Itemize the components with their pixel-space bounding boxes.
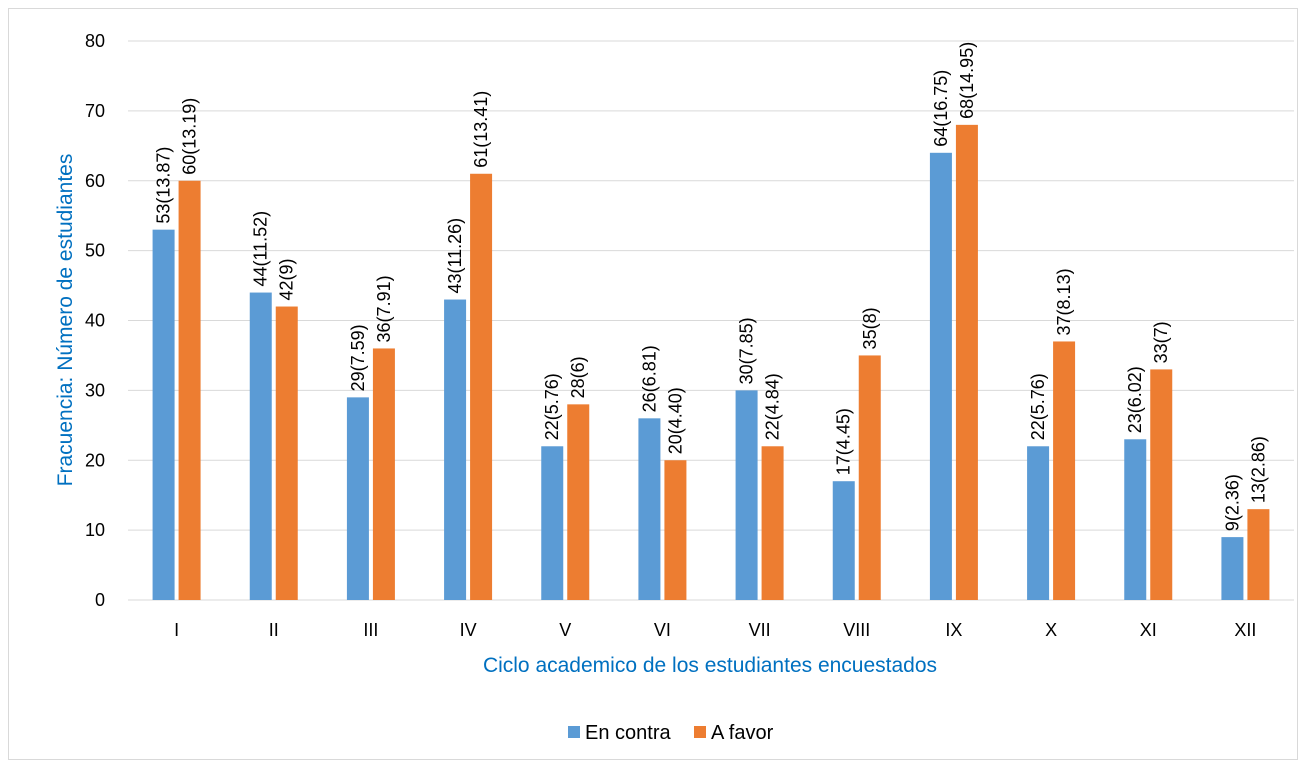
data-label-a-favor-VII: 22(4.84) — [763, 373, 783, 440]
data-label-a-favor-XI: 33(7) — [1151, 321, 1171, 363]
x-tick-label-VI: VI — [654, 620, 671, 640]
bar-a-favor-III — [372, 348, 395, 600]
bar-a-favor-II — [275, 306, 298, 600]
data-label-a-favor-VI: 20(4.40) — [665, 387, 685, 454]
legend-swatch-a-favor — [694, 726, 706, 738]
x-tick-label-IV: IV — [460, 620, 477, 640]
data-label-en-contra-VIII: 17(4.45) — [834, 408, 854, 475]
data-labels: 53(13.87) 60(13.19) 44(11.52) 42(9) 29(7.59)… — [154, 42, 1269, 531]
x-tick-label-V: V — [559, 620, 571, 640]
x-tick-label-II: II — [269, 620, 279, 640]
data-label-en-contra-III: 29(7.59) — [348, 324, 368, 391]
gridlines — [128, 40, 1294, 601]
y-tick-label-50: 50 — [85, 241, 105, 261]
bar-a-favor-IX — [955, 124, 978, 600]
bar-a-favor-VIII — [858, 355, 881, 600]
bar-en-contra-XII — [1221, 537, 1244, 600]
data-label-en-contra-IV: 43(11.26) — [445, 218, 465, 294]
bar-en-contra-V — [541, 446, 564, 600]
data-label-en-contra-I: 53(13.87) — [154, 147, 174, 224]
data-label-a-favor-X: 37(8.13) — [1054, 268, 1074, 335]
bar-a-favor-XII — [1247, 509, 1270, 600]
bar-a-favor-VII — [761, 446, 784, 600]
data-label-a-favor-V: 28(6) — [568, 356, 588, 398]
data-label-a-favor-I: 60(13.19) — [180, 98, 200, 175]
x-tick-label-X: X — [1045, 620, 1057, 640]
y-axis-ticks: 0 10 20 30 40 50 60 70 80 — [85, 31, 105, 610]
data-label-en-contra-II: 44(11.52) — [251, 211, 271, 287]
data-label-a-favor-II: 42(9) — [277, 258, 297, 300]
y-tick-label-30: 30 — [85, 380, 105, 400]
bar-en-contra-IX — [929, 152, 952, 601]
y-tick-label-40: 40 — [85, 311, 105, 331]
data-label-a-favor-VIII: 35(8) — [860, 307, 880, 349]
x-tick-label-VIII: VIII — [843, 620, 870, 640]
bar-en-contra-II — [249, 292, 272, 600]
bar-a-favor-I — [178, 180, 201, 600]
bar-en-contra-X — [1027, 446, 1050, 600]
data-label-en-contra-VII: 30(7.85) — [737, 317, 757, 384]
bar-en-contra-VIII — [832, 481, 855, 600]
bar-a-favor-V — [567, 404, 590, 600]
data-label-en-contra-X: 22(5.76) — [1028, 373, 1048, 440]
y-tick-label-10: 10 — [85, 520, 105, 540]
chart-frame — [8, 8, 1298, 760]
x-axis-title: Ciclo academico de los estudiantes encue… — [483, 654, 937, 677]
data-label-en-contra-VI: 26(6.81) — [639, 345, 659, 412]
x-tick-label-VII: VII — [749, 620, 771, 640]
data-label-a-favor-XII: 13(2.86) — [1248, 436, 1268, 503]
x-tick-label-I: I — [174, 620, 179, 640]
x-tick-label-XI: XI — [1140, 620, 1157, 640]
bar-en-contra-XI — [1124, 439, 1147, 600]
y-tick-label-60: 60 — [85, 171, 105, 191]
y-tick-label-80: 80 — [85, 31, 105, 51]
data-label-en-contra-IX: 64(16.75) — [931, 70, 951, 147]
legend-label-en-contra: En contra — [585, 722, 671, 744]
legend-label-a-favor: A favor — [711, 722, 774, 744]
bar-en-contra-VII — [735, 390, 758, 600]
x-axis-ticks: I II III IV V VI VII VIII IX X XI XII — [174, 620, 1256, 640]
bar-a-favor-VI — [664, 460, 687, 600]
y-tick-label-0: 0 — [95, 590, 105, 610]
data-label-en-contra-XII: 9(2.36) — [1222, 474, 1242, 531]
legend: En contra A favor — [568, 722, 774, 744]
bar-a-favor-X — [1053, 341, 1076, 600]
data-label-a-favor-IV: 61(13.41) — [471, 91, 491, 168]
bar-a-favor-XI — [1150, 369, 1173, 600]
bar-en-contra-I — [152, 229, 175, 600]
data-label-en-contra-XI: 23(6.02) — [1125, 366, 1145, 433]
y-tick-label-70: 70 — [85, 101, 105, 121]
x-tick-label-III: III — [363, 620, 378, 640]
bar-en-contra-VI — [638, 418, 661, 600]
data-label-a-favor-III: 36(7.91) — [374, 275, 394, 342]
bars — [152, 124, 1270, 601]
bar-a-favor-IV — [470, 173, 493, 600]
bar-en-contra-III — [346, 397, 369, 600]
data-label-en-contra-V: 22(5.76) — [542, 373, 562, 440]
y-axis-title: Fracuencia: Número de estudiantes — [54, 154, 77, 487]
x-tick-label-XII: XII — [1234, 620, 1256, 640]
legend-swatch-en-contra — [568, 726, 580, 738]
bar-en-contra-IV — [444, 299, 467, 600]
x-tick-label-IX: IX — [945, 620, 962, 640]
data-label-a-favor-IX: 68(14.95) — [957, 42, 977, 119]
y-tick-label-20: 20 — [85, 450, 105, 470]
